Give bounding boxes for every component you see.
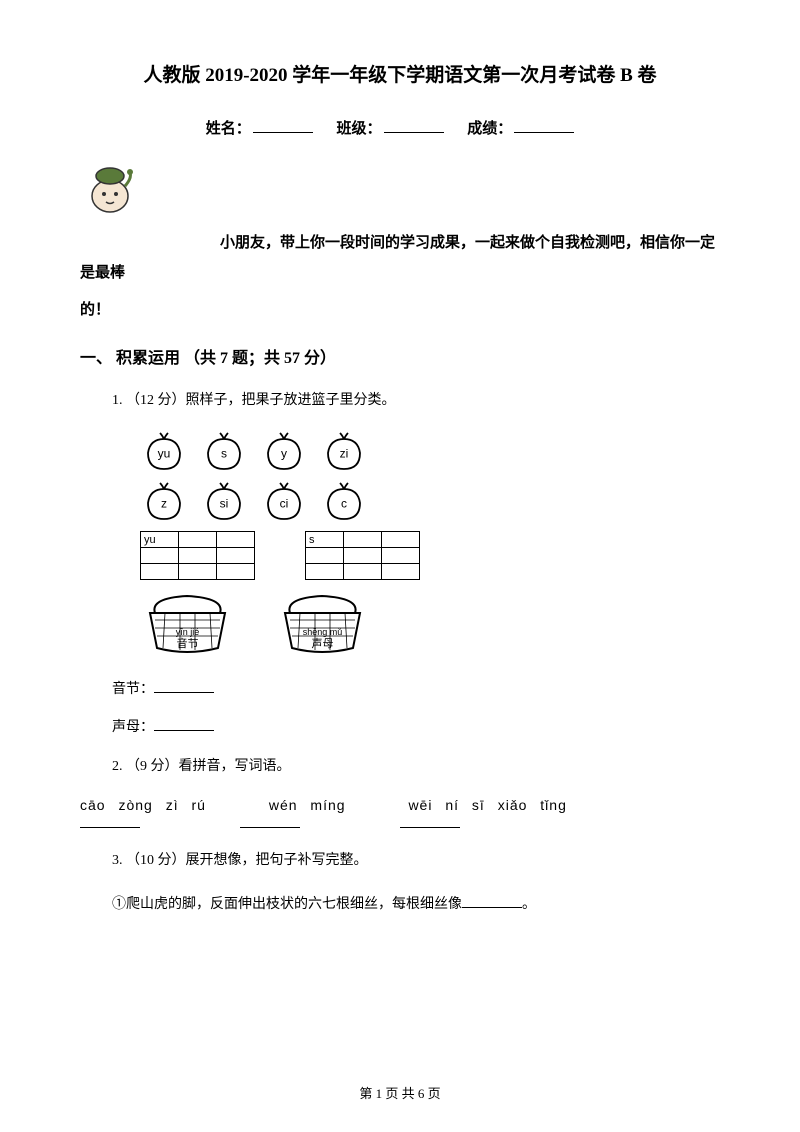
- table-cell: yu: [141, 532, 179, 548]
- apple-row-2: z si ci c: [140, 481, 720, 523]
- question-3-line1: ①爬山虎的脚，反面伸出枝状的六七根细丝，每根细丝像 。: [80, 892, 720, 917]
- mascot-row: 小朋友，带上你一段时间的学习成果，一起来做个自我检测吧，相信你一定是最棒: [80, 158, 720, 288]
- answer-shengmu: 声母：: [80, 716, 720, 736]
- q3-text-post: 。: [522, 897, 536, 912]
- score-label: 成绩：: [467, 121, 512, 137]
- apple-label: zi: [340, 447, 349, 461]
- table-cell: s: [306, 532, 344, 548]
- question-1: 1. （12 分）照样子，把果子放进篮子里分类。: [80, 388, 720, 413]
- basket-row: yīn jié 音节 shēng mǔ 声母: [140, 588, 720, 658]
- basket-label: yīn jié 音节: [176, 628, 200, 650]
- answer-yinjie: 音节：: [80, 678, 720, 698]
- name-label: 姓名：: [206, 121, 251, 137]
- answer-label: 声母：: [112, 720, 154, 735]
- apple-row-1: yu s y zi: [140, 431, 720, 473]
- page-footer: 第 1 页 共 6 页: [359, 1083, 440, 1102]
- table-row: yu s: [140, 531, 720, 580]
- apple-label: z: [161, 497, 167, 511]
- pinyin-line: cāo zòng zì rú wén míng wēi ní sī xiǎo t…: [80, 797, 720, 813]
- table-shengmu: s: [305, 531, 420, 580]
- apple-y: y: [260, 431, 308, 473]
- write-blank-2[interactable]: [240, 827, 300, 828]
- write-blanks: [80, 827, 720, 828]
- score-blank[interactable]: [514, 132, 574, 133]
- student-info-line: 姓名： 班级： 成绩：: [80, 117, 720, 138]
- apple-label: si: [220, 497, 229, 511]
- page-title: 人教版 2019-2020 学年一年级下学期语文第一次月考试卷 B 卷: [80, 60, 720, 87]
- apple-label: yu: [158, 447, 171, 461]
- apple-s: s: [200, 431, 248, 473]
- write-blank-1[interactable]: [80, 827, 140, 828]
- write-blank-3[interactable]: [400, 827, 460, 828]
- name-blank[interactable]: [253, 132, 313, 133]
- q3-blank[interactable]: [462, 907, 522, 908]
- apple-label: c: [341, 497, 347, 511]
- apple-label: ci: [280, 497, 289, 511]
- class-label: 班级：: [336, 121, 381, 137]
- intro-line2: 的！: [80, 298, 720, 319]
- answer-label: 音节：: [112, 682, 154, 697]
- apple-ci: ci: [260, 481, 308, 523]
- table-yinjie: yu: [140, 531, 255, 580]
- apple-si: si: [200, 481, 248, 523]
- class-blank[interactable]: [384, 132, 444, 133]
- section-1-header: 一、 积累运用 （共 7 题；共 57 分）: [80, 344, 720, 368]
- question-2: 2. （9 分）看拼音，写词语。: [80, 754, 720, 779]
- answer-blank[interactable]: [154, 730, 214, 731]
- intro-line1: 小朋友，带上你一段时间的学习成果，一起来做个自我检测吧，相信你一定是最棒: [80, 158, 720, 288]
- answer-blank[interactable]: [154, 692, 214, 693]
- question-1-figure: yu s y zi z si ci c: [140, 431, 720, 658]
- apple-label: s: [221, 447, 227, 461]
- apple-zi: zi: [320, 431, 368, 473]
- q3-text-pre: ①爬山虎的脚，反面伸出枝状的六七根细丝，每根细丝像: [112, 897, 462, 912]
- basket-label: shēng mǔ 声母: [303, 628, 343, 650]
- apple-z: z: [140, 481, 188, 523]
- apple-yu: yu: [140, 431, 188, 473]
- apple-label: y: [281, 447, 287, 461]
- question-3: 3. （10 分）展开想像，把句子补写完整。: [80, 848, 720, 873]
- basket-yinjie: yīn jié 音节: [140, 588, 235, 658]
- apple-c: c: [320, 481, 368, 523]
- basket-shengmu: shēng mǔ 声母: [275, 588, 370, 658]
